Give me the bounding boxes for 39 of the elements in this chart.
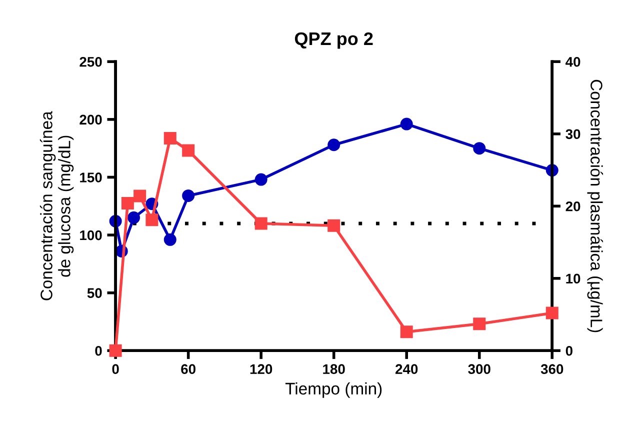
y2-tick-label: 20 <box>566 201 580 212</box>
point <box>182 189 195 202</box>
x-tick-label: 240 <box>395 364 418 374</box>
point <box>400 118 413 130</box>
point <box>121 196 134 210</box>
x-tick-label: 120 <box>250 364 272 374</box>
point <box>473 318 486 330</box>
x-tick-label: 60 <box>181 364 196 374</box>
point <box>128 211 140 224</box>
point <box>146 214 158 226</box>
point <box>328 138 340 152</box>
point <box>182 144 195 157</box>
point <box>254 173 268 186</box>
x-tick-label: 300 <box>468 364 490 374</box>
y2-tick-label: 30 <box>566 129 580 140</box>
point <box>254 217 268 230</box>
point <box>473 142 486 155</box>
point <box>400 326 413 338</box>
y-tick-label: 200 <box>80 114 102 125</box>
y-tick-label: 150 <box>80 172 102 182</box>
y-axis-title: Concentración sanguínea de glucosa (mg/dL) <box>40 111 74 300</box>
y-tick-label: 50 <box>87 288 102 298</box>
y2-tick-label: 40 <box>566 56 580 67</box>
x-tick-label: 0 <box>112 364 119 374</box>
point <box>134 190 146 202</box>
y2-axis-title: Concentración plasmática (µg/mL) <box>587 80 603 332</box>
y2-tick-label: 0 <box>566 346 572 356</box>
x-axis-title: Tiempo (min) <box>285 382 382 398</box>
point <box>328 219 340 232</box>
x-tick-label: 180 <box>323 364 345 374</box>
chart-title: QPZ po 2 <box>294 32 373 49</box>
point <box>164 132 176 144</box>
x-tick-label: 360 <box>540 364 564 374</box>
y-tick-label: 100 <box>80 230 102 240</box>
y-tick-label: 0 <box>95 346 102 356</box>
point <box>546 306 558 320</box>
y2-tick-label: 10 <box>566 274 580 284</box>
y-tick-label: 250 <box>80 56 102 67</box>
point <box>164 233 176 246</box>
